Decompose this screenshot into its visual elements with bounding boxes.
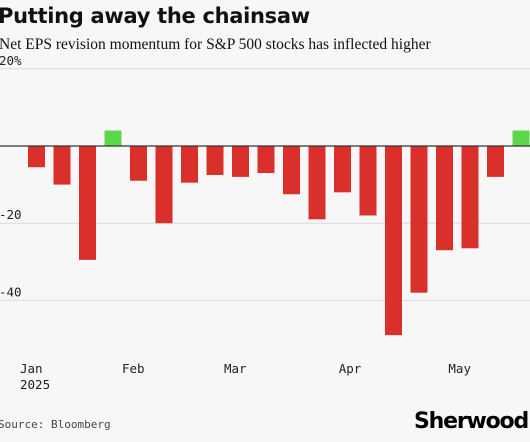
bar — [53, 146, 71, 185]
y-tick-label: -40 — [0, 284, 22, 299]
bar — [308, 146, 326, 220]
bar — [359, 146, 377, 216]
bar — [130, 146, 147, 181]
x-tick-label: Jan — [20, 361, 43, 376]
source-note: Source: Bloomberg — [0, 418, 111, 431]
bar — [410, 146, 428, 293]
bar — [28, 146, 45, 168]
chart-subtitle: Net EPS revision momentum for S&P 500 st… — [0, 36, 431, 53]
bar — [104, 130, 122, 146]
x-tick-sublabel: 2025 — [20, 377, 50, 392]
bar — [385, 146, 402, 336]
bar — [181, 146, 198, 183]
sherwood-logo: Sherwood — [414, 409, 529, 434]
bar — [461, 146, 479, 249]
grid-lines: 20% -20 -40 — [0, 53, 530, 301]
bar — [206, 146, 224, 175]
x-tick-label: May — [448, 361, 471, 376]
y-tick-label: 20% — [0, 53, 22, 68]
bar — [334, 146, 351, 193]
y-tick-label: -20 — [0, 207, 22, 222]
bar — [283, 146, 300, 195]
bar — [155, 146, 173, 224]
bar — [79, 146, 96, 260]
bar — [257, 146, 275, 174]
x-tick-label: Feb — [122, 361, 145, 376]
chart-title: Putting away the chainsaw — [0, 4, 310, 28]
bars — [28, 130, 530, 336]
bar — [512, 130, 530, 146]
bar — [487, 146, 504, 177]
bar — [436, 146, 453, 251]
bar — [232, 146, 249, 177]
x-tick-label: Mar — [224, 361, 247, 376]
x-tick-label: Apr — [339, 361, 362, 376]
